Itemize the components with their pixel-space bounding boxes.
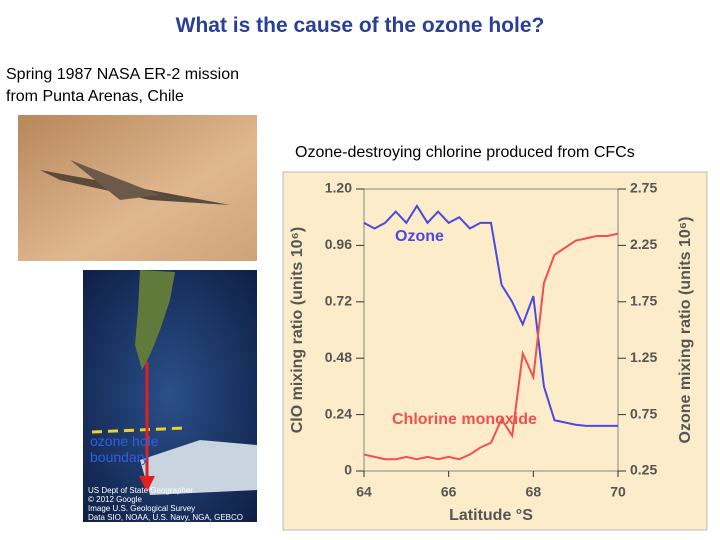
map-credits: US Dept of State Geographer © 2012 Google… [88, 486, 253, 522]
mission-line: from Punta Arenas, Chile [6, 88, 184, 105]
credit-line: Image U.S. Geological Survey [88, 504, 196, 513]
y-tick-label: 0 [344, 462, 352, 478]
x-tick-label: 70 [610, 484, 626, 500]
x-tick-label: 68 [526, 484, 542, 500]
x-axis-label: Latitude °S [449, 507, 533, 524]
credit-line: © 2012 Google [88, 495, 142, 504]
y2-axis-label: Ozone mixing ratio (units 10⁶) [677, 217, 694, 444]
chart-frame [282, 171, 708, 531]
y-tick-label: 1.20 [325, 180, 352, 196]
chart-caption: Ozone-destroying chlorine produced from … [295, 144, 635, 161]
y2-tick-label: 0.25 [630, 462, 657, 478]
y-tick-label: 0.24 [325, 405, 352, 421]
arrow-head [139, 476, 155, 492]
y-tick-label: 0.48 [325, 349, 352, 365]
x-tick-label: 64 [356, 484, 372, 500]
series-label: Chlorine monoxide [392, 411, 537, 428]
chart: 0 0.24 0.48 0.72 0.96 1.20 0.25 0.75 1.25 1.75 2.2… [289, 180, 694, 525]
x-tick-label: 66 [441, 484, 457, 500]
plot-area [363, 188, 619, 472]
credit-line: Data SIO, NOAA, U.S. Navy, NGA, GEBCO [88, 513, 243, 522]
y2-tick-label: 2.25 [630, 236, 657, 252]
land [135, 270, 175, 370]
aircraft-wing [70, 160, 160, 200]
series-label: Ozone [395, 228, 444, 245]
antarctica [140, 440, 257, 495]
series-line [363, 204, 618, 427]
y-tick-label: 0.96 [325, 236, 352, 252]
series-line [363, 232, 619, 461]
y-tick-label: 0.72 [325, 293, 352, 309]
y2-tick-label: 1.75 [630, 293, 657, 309]
y2-tick-label: 0.75 [630, 405, 657, 421]
slide-title: What is the cause of the ozone hole? [175, 14, 545, 37]
credit-line: US Dept of State Geographer [88, 486, 193, 495]
y2-tick-label: 2.75 [630, 180, 657, 196]
mission-line: Spring 1987 NASA ER-2 mission [6, 66, 239, 83]
y2-tick-label: 1.25 [630, 349, 657, 365]
y-axis-label: ClO mixing ratio (units 10⁶) [289, 227, 306, 434]
map-label: ozone hole boundary [90, 433, 159, 465]
